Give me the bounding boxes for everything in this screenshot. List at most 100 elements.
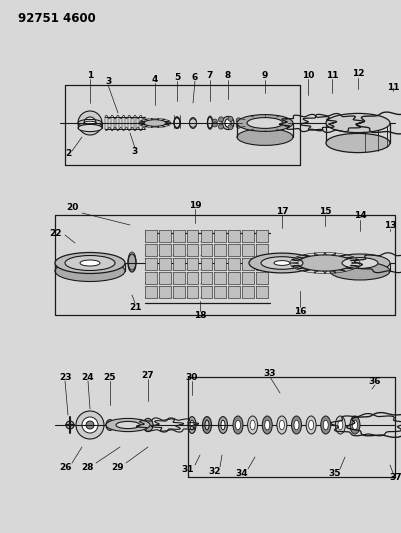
Bar: [228, 286, 240, 298]
Ellipse shape: [350, 416, 360, 434]
Bar: [256, 272, 268, 284]
Text: 32: 32: [209, 466, 221, 475]
Bar: [228, 272, 240, 284]
Text: 11: 11: [387, 83, 399, 92]
Ellipse shape: [80, 260, 100, 266]
Ellipse shape: [235, 420, 241, 430]
Text: 11: 11: [326, 70, 338, 79]
Bar: [187, 244, 198, 256]
Text: 25: 25: [104, 373, 116, 382]
Text: 19: 19: [189, 200, 201, 209]
Bar: [159, 244, 171, 256]
Bar: [228, 230, 240, 242]
Ellipse shape: [323, 420, 328, 430]
Ellipse shape: [249, 253, 315, 273]
Ellipse shape: [309, 420, 314, 430]
Ellipse shape: [219, 417, 227, 433]
Circle shape: [236, 123, 241, 128]
Text: 24: 24: [82, 373, 94, 382]
Bar: [256, 286, 268, 298]
Ellipse shape: [342, 257, 378, 269]
Ellipse shape: [265, 420, 270, 430]
Circle shape: [84, 117, 96, 129]
Circle shape: [213, 122, 217, 127]
Text: 31: 31: [182, 464, 194, 473]
Ellipse shape: [330, 254, 390, 272]
Text: 28: 28: [82, 463, 94, 472]
Ellipse shape: [78, 124, 102, 132]
Bar: [215, 230, 226, 242]
Text: 34: 34: [236, 469, 248, 478]
Bar: [215, 258, 226, 270]
Text: 92751 4600: 92751 4600: [18, 12, 96, 25]
Circle shape: [236, 118, 241, 123]
Ellipse shape: [248, 416, 257, 434]
Text: 33: 33: [264, 368, 276, 377]
Text: 29: 29: [112, 463, 124, 472]
Circle shape: [228, 116, 233, 122]
Text: 13: 13: [384, 221, 396, 230]
Bar: [159, 272, 171, 284]
Ellipse shape: [352, 420, 358, 430]
Text: 8: 8: [225, 71, 231, 80]
Text: 17: 17: [276, 206, 288, 215]
Bar: [173, 230, 184, 242]
Bar: [159, 286, 171, 298]
Ellipse shape: [261, 257, 303, 269]
Ellipse shape: [116, 422, 140, 429]
Bar: [228, 258, 240, 270]
Bar: [200, 272, 213, 284]
Bar: [187, 258, 198, 270]
Text: 35: 35: [329, 469, 341, 478]
Ellipse shape: [222, 116, 234, 130]
Bar: [215, 286, 226, 298]
Text: 37: 37: [390, 472, 401, 481]
Ellipse shape: [65, 255, 115, 271]
Bar: [242, 258, 254, 270]
Bar: [187, 272, 198, 284]
Text: 36: 36: [369, 376, 381, 385]
Circle shape: [82, 417, 98, 433]
Ellipse shape: [326, 114, 390, 133]
Ellipse shape: [321, 416, 331, 434]
Text: 30: 30: [186, 373, 198, 382]
Ellipse shape: [294, 420, 299, 430]
Text: 26: 26: [59, 463, 71, 472]
Text: 16: 16: [294, 306, 306, 316]
Circle shape: [66, 421, 74, 429]
Ellipse shape: [143, 418, 153, 432]
Text: 14: 14: [354, 212, 366, 221]
Bar: [159, 258, 171, 270]
Text: 27: 27: [142, 370, 154, 379]
Bar: [145, 258, 157, 270]
Bar: [145, 286, 157, 298]
Ellipse shape: [326, 133, 390, 152]
Ellipse shape: [279, 420, 284, 430]
Ellipse shape: [297, 255, 303, 271]
Text: 22: 22: [49, 229, 61, 238]
Ellipse shape: [190, 420, 194, 430]
Ellipse shape: [250, 420, 255, 430]
Ellipse shape: [128, 254, 136, 272]
Text: 10: 10: [302, 70, 314, 79]
Bar: [256, 230, 268, 242]
Ellipse shape: [221, 420, 225, 430]
Bar: [200, 258, 213, 270]
Circle shape: [76, 411, 104, 439]
Ellipse shape: [144, 120, 166, 126]
Bar: [200, 286, 213, 298]
Bar: [145, 230, 157, 242]
Ellipse shape: [298, 255, 352, 271]
Bar: [242, 272, 254, 284]
Text: 3: 3: [105, 77, 111, 85]
Bar: [173, 286, 184, 298]
Text: 20: 20: [66, 204, 78, 213]
Text: 2: 2: [65, 149, 71, 157]
Bar: [256, 258, 268, 270]
Bar: [187, 230, 198, 242]
Ellipse shape: [106, 419, 114, 431]
Circle shape: [213, 119, 217, 124]
Ellipse shape: [237, 115, 293, 132]
Ellipse shape: [190, 118, 196, 128]
Circle shape: [86, 421, 94, 429]
